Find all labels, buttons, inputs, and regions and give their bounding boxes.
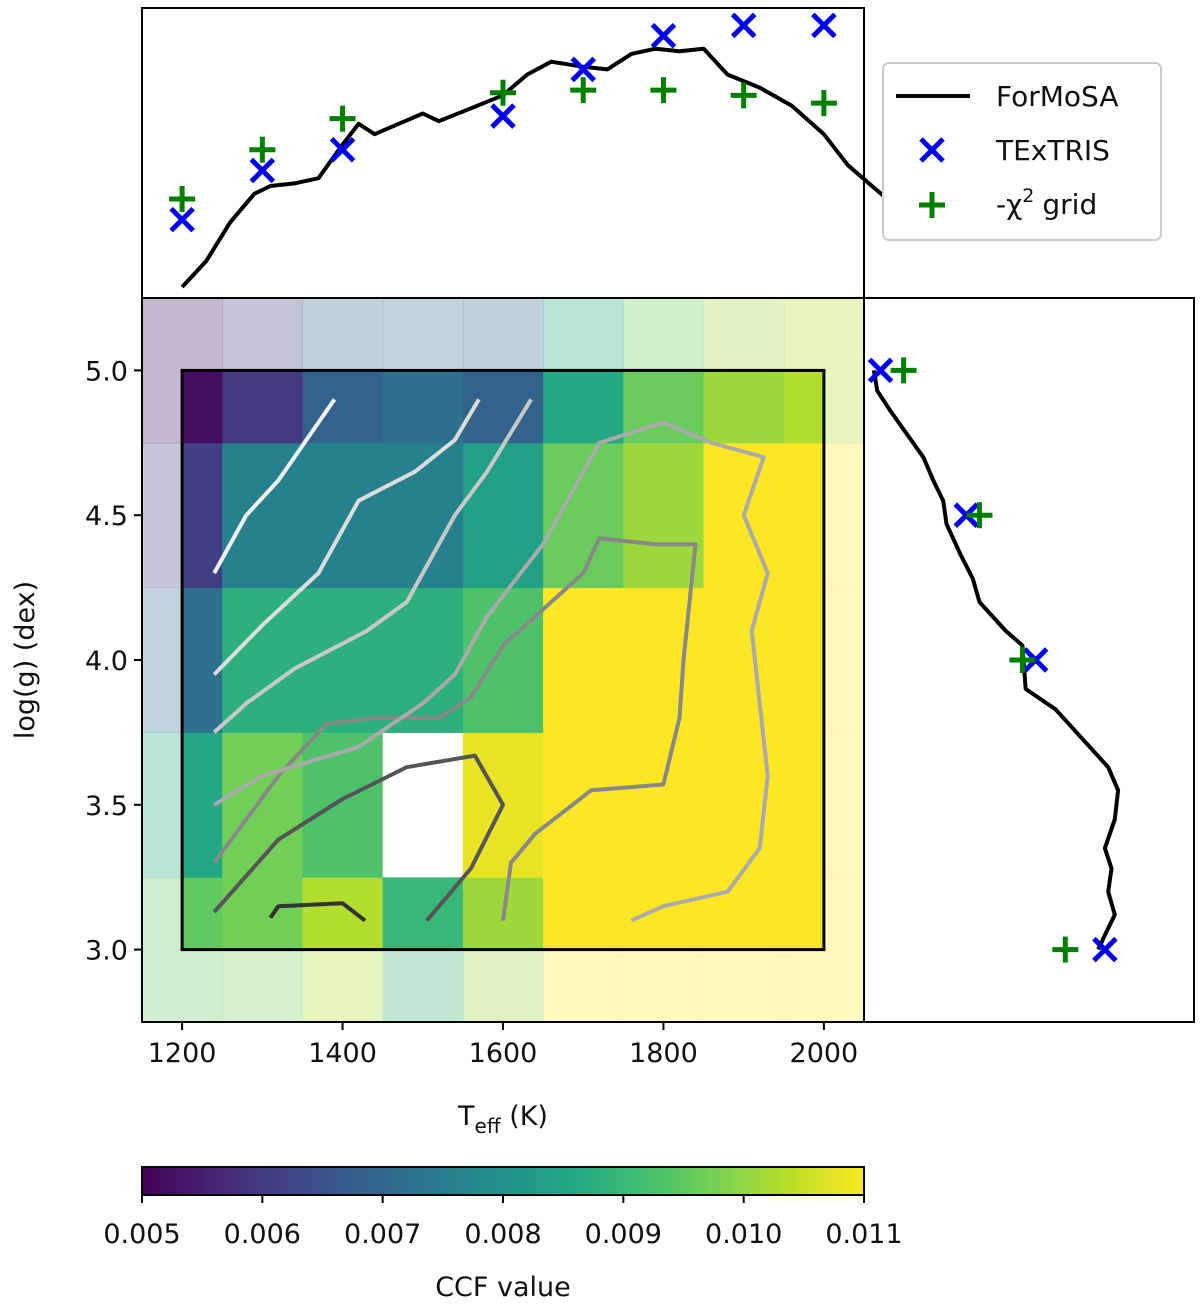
colorbar-tick-label: 0.011 <box>825 1219 902 1250</box>
contour-line <box>212 536 698 921</box>
colorbar-tick-label: 0.006 <box>224 1219 301 1250</box>
top-marginal-frame <box>141 7 865 299</box>
x-tick-label: 1800 <box>629 1038 698 1069</box>
right-chi2-marker <box>1009 647 1036 673</box>
contour-line <box>212 398 533 734</box>
colorbar-gradient <box>141 1166 865 1196</box>
colorbar-ticks: 0.005 0.006 0.007 0.008 0.009 0.010 0.011 <box>103 1195 903 1250</box>
heatmap-cell <box>462 442 544 589</box>
x-axis-label-unit: (K) <box>501 1101 548 1132</box>
right-chi2-marker <box>966 502 993 529</box>
colorbar-tick-label: 0.009 <box>585 1219 662 1250</box>
legend-textris-swatch <box>919 137 945 163</box>
y-tick-label: 3.5 <box>85 791 128 822</box>
top-textris-marker <box>490 103 516 129</box>
top-chi2-marker <box>169 185 196 212</box>
x-tick-label: 1600 <box>469 1038 538 1069</box>
x-axis-label: Teff (K) <box>457 1101 548 1138</box>
grid-extent-box <box>180 368 826 952</box>
contour-line <box>212 398 481 676</box>
top-marginal-plot <box>141 7 914 299</box>
main-heatmap: 1200 1400 1600 1800 2000 3.0 3.5 4.0 4.5 5.0 Tef… <box>10 297 865 1138</box>
heatmap-cell <box>222 732 303 878</box>
legend-chi2-grid: grid <box>1042 188 1097 221</box>
heatmap-cell <box>462 587 544 733</box>
colorbar-tick-label: 0.010 <box>705 1219 782 1250</box>
x-axis-label-symbol: T <box>457 1101 475 1132</box>
contour-line <box>268 901 367 923</box>
x-axis-ticks: 1200 1400 1600 1800 2000 <box>148 1022 858 1069</box>
top-textris-marker <box>811 12 837 39</box>
contour-lines <box>212 398 770 923</box>
legend-chi2-label: -χ2 grid <box>996 185 1097 221</box>
heatmap-cell <box>302 442 384 589</box>
heatmap-cell <box>543 587 624 733</box>
x-tick-label: 2000 <box>790 1038 859 1069</box>
heatmap-cell <box>382 732 463 878</box>
top-chi2-marker <box>730 82 757 109</box>
right-textris-marker <box>1022 647 1049 673</box>
colorbar-label: CCF value <box>435 1272 571 1303</box>
legend-textris-label: TExTRIS <box>995 134 1110 167</box>
right-textris-marker <box>953 502 980 528</box>
y-axis-ticks: 3.0 3.5 4.0 4.5 5.0 <box>85 356 142 967</box>
heatmap-cell <box>623 587 705 733</box>
y-tick-label: 3.0 <box>85 936 128 967</box>
top-textris-marker <box>570 56 596 83</box>
top-marginal-markers <box>169 12 837 233</box>
top-textris-marker <box>329 136 356 163</box>
right-marginal-frame <box>863 297 1195 1023</box>
top-chi2-marker <box>249 136 276 163</box>
legend-chi2-swatch <box>919 192 945 218</box>
heatmap-cell <box>703 732 785 878</box>
legend: ForMoSA TExTRIS -χ2 grid <box>882 62 1162 241</box>
colorbar-tick-label: 0.005 <box>103 1219 180 1250</box>
colorbar: 0.005 0.006 0.007 0.008 0.009 0.010 0.011 CCF … <box>103 1166 903 1303</box>
legend-box <box>882 62 1162 241</box>
y-tick-label: 4.0 <box>85 646 128 677</box>
heatmap-cell <box>623 732 705 878</box>
top-chi2-marker <box>810 90 837 117</box>
top-textris-marker <box>249 157 276 184</box>
heatmap-cell <box>222 587 303 733</box>
heatmap-cell <box>302 587 384 733</box>
contour-line <box>213 420 770 923</box>
top-textris-marker <box>730 12 757 39</box>
legend-formosa-label: ForMoSA <box>996 80 1119 113</box>
colorbar-tick-label: 0.007 <box>344 1219 421 1250</box>
top-textris-marker <box>650 23 677 49</box>
right-chi2-marker <box>1052 936 1079 963</box>
x-axis-label-subscript: eff <box>475 1114 502 1138</box>
right-marginal-plot <box>863 297 1195 1023</box>
legend-chi2-prefix: -χ <box>996 188 1022 221</box>
top-chi2-marker <box>570 77 597 104</box>
top-textris-marker <box>169 206 195 233</box>
top-chi2-marker <box>329 105 356 132</box>
y-axis-label: log(g) (dex) <box>10 581 41 739</box>
contour-line <box>212 753 505 922</box>
top-chi2-marker <box>490 79 516 106</box>
y-tick-label: 4.5 <box>85 501 128 532</box>
right-chi2-marker <box>890 357 917 384</box>
top-formosa-line <box>180 46 914 289</box>
y-tick-label: 5.0 <box>85 356 128 387</box>
colorbar-tick-label: 0.008 <box>464 1219 541 1250</box>
top-chi2-marker <box>650 77 677 104</box>
right-textris-marker <box>867 357 894 384</box>
right-textris-marker <box>1092 936 1118 963</box>
right-formosa-line <box>871 370 1121 951</box>
legend-chi2-sup: 2 <box>1022 185 1034 207</box>
heatmap-cell <box>302 732 384 878</box>
heatmap-cell <box>222 442 303 589</box>
heatmap-cell <box>543 442 624 589</box>
contour-line <box>212 398 337 575</box>
x-tick-label: 1200 <box>148 1038 217 1069</box>
heatmap-cell <box>543 732 624 878</box>
x-tick-label: 1400 <box>308 1038 377 1069</box>
heatmap-cell <box>703 587 785 733</box>
right-marginal-markers <box>867 357 1118 963</box>
heatmap-cell <box>623 442 705 589</box>
